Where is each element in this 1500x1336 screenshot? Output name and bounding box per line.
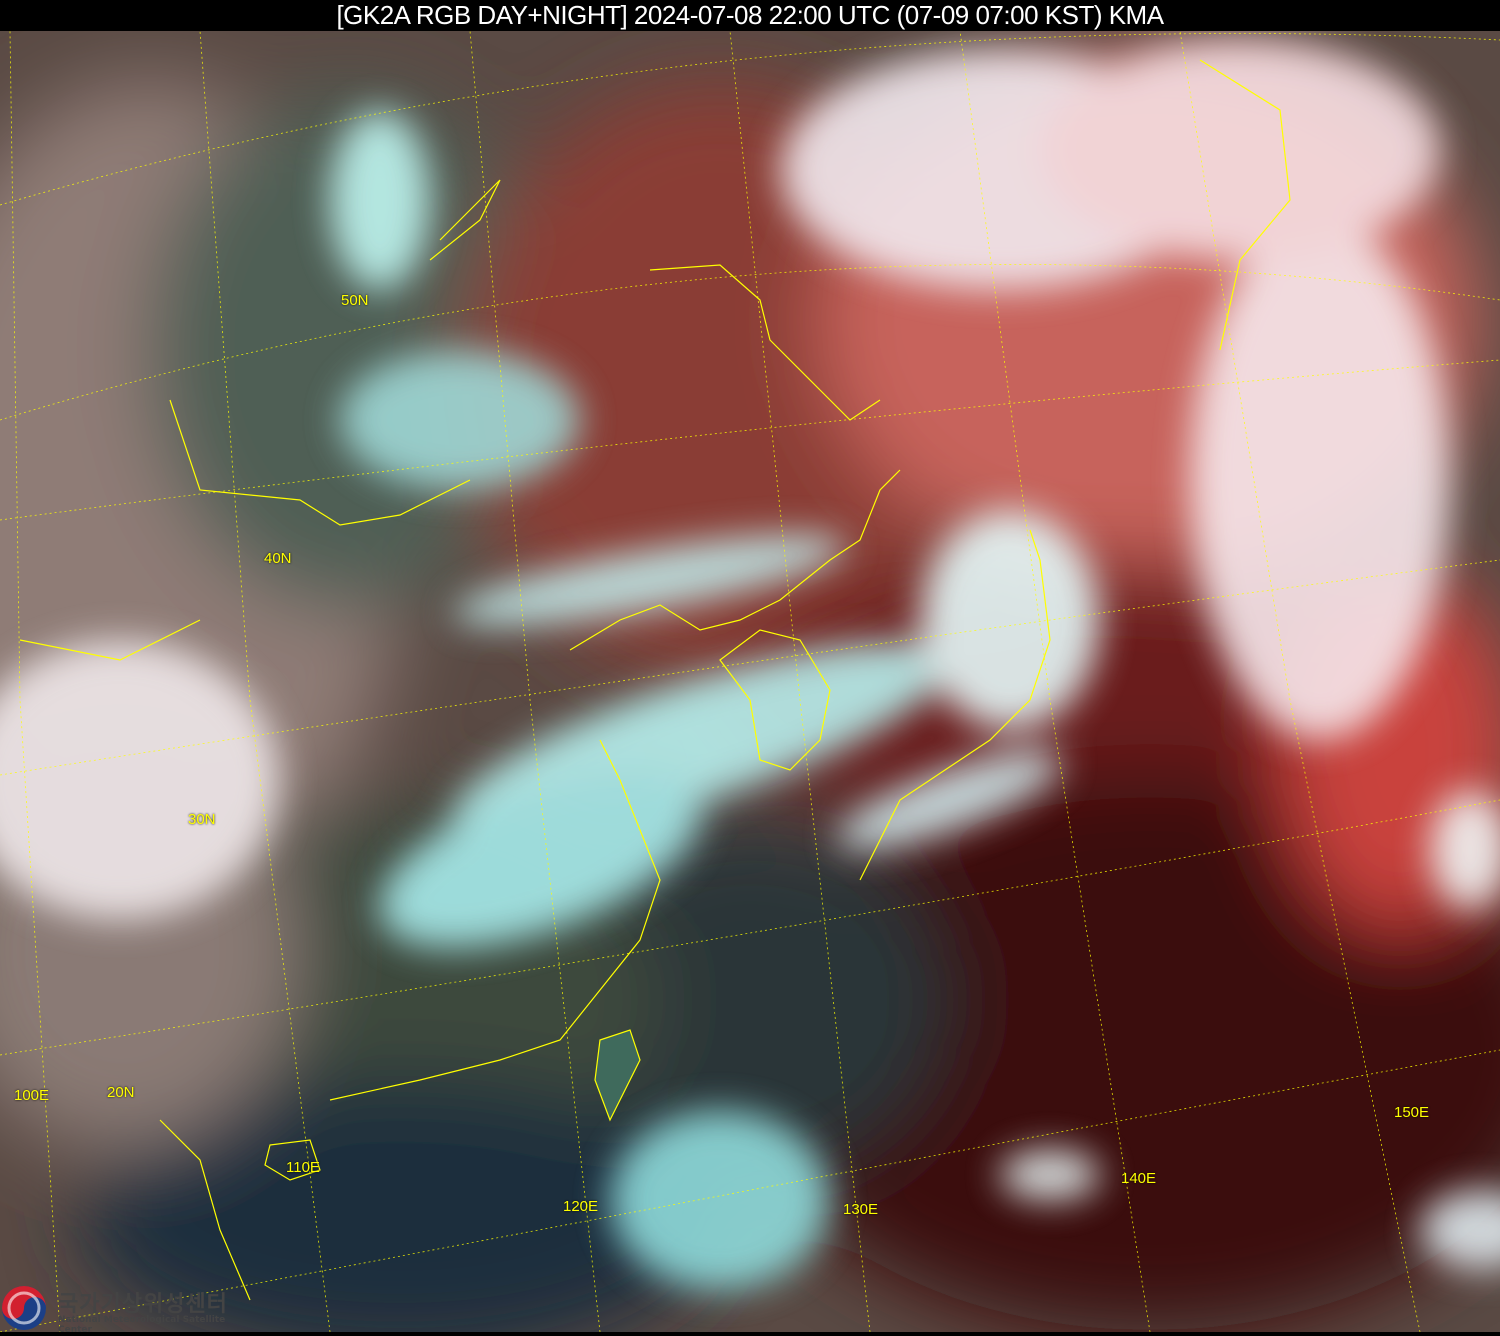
satellite-image bbox=[0, 31, 1500, 1332]
lat-lon-grid bbox=[0, 31, 1500, 1332]
nmsc-logo: 국가기상위성센터 National Meteorological Satelli… bbox=[0, 1284, 260, 1335]
latitude-label-30n: 30N bbox=[188, 811, 216, 828]
longitude-label-110e: 110E bbox=[286, 1159, 320, 1176]
taegeuk-emblem-icon bbox=[2, 1286, 46, 1330]
latitude-label-40n: 40N bbox=[264, 550, 292, 567]
latitude-label-50n: 50N bbox=[341, 292, 369, 309]
longitude-label-130e: 130E bbox=[843, 1201, 879, 1218]
logo-english-text: National Meteorological Satellite Center bbox=[58, 1315, 226, 1335]
cloud-cover bbox=[0, 40, 1500, 1290]
longitude-label-150e: 150E bbox=[1394, 1104, 1430, 1121]
longitude-label-100e: 100E bbox=[14, 1087, 50, 1104]
longitude-label-120e: 120E bbox=[563, 1198, 599, 1215]
logo-korean-text: 국가기상위성센터 bbox=[58, 1292, 228, 1317]
image-title: [GK2A RGB DAY+NIGHT] 2024-07-08 22:00 UT… bbox=[0, 0, 1500, 31]
latitude-label-20n: 20N bbox=[107, 1084, 135, 1101]
coastlines bbox=[19, 59, 1291, 1301]
longitude-label-140e: 140E bbox=[1121, 1170, 1157, 1187]
